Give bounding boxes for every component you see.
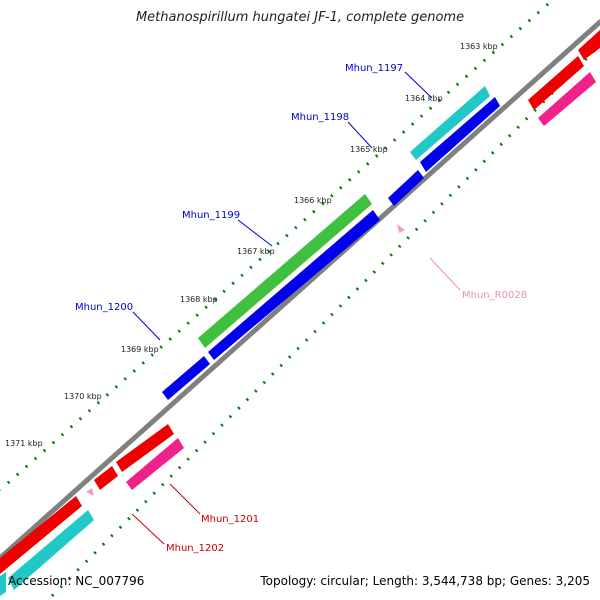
gene-mhun-1197-cds[interactable] [420,97,500,172]
leader-mhun-1200 [132,311,161,341]
inner-ruler-dots [46,48,597,600]
leader-mhun-1197 [404,71,433,99]
label-mhun-r0028[interactable]: Mhun_R0028 [462,290,527,301]
leader-mhun-1198 [347,121,373,149]
gene-mhun-1199-green[interactable] [198,194,372,348]
gene-mhun-1201-red[interactable] [116,424,174,472]
label-mhun-1197[interactable]: Mhun_1197 [345,63,403,74]
label-mhun-1199[interactable]: Mhun_1199 [182,210,240,221]
scale-label: 1367 kbp [237,247,275,256]
genome-info-text: Topology: circular; Length: 3,544,738 bp… [260,574,590,588]
scale-label: 1368 kbp [180,295,218,304]
gene-mhun-r0028-rna[interactable] [397,224,405,233]
gene-bottom-left-cyan[interactable] [8,510,94,590]
label-mhun-1202[interactable]: Mhun_1202 [166,543,224,554]
genome-backbone [0,19,600,561]
gene-mhun-1198-cds[interactable] [388,170,424,206]
gene-bottom-left-red[interactable] [0,496,82,574]
label-mhun-1198[interactable]: Mhun_1198 [291,112,349,123]
leader-mhun-1199 [237,219,273,247]
gene-small-rna-marker[interactable] [86,488,94,496]
gene-top-right-pink[interactable] [538,72,596,126]
gene-mhun-1200-cds[interactable] [162,356,210,400]
label-mhun-1201[interactable]: Mhun_1201 [201,514,259,525]
gene-bottom-left-cyan-2[interactable] [0,572,6,596]
scale-label: 1363 kbp [460,42,498,51]
label-mhun-1200[interactable]: Mhun_1200 [75,302,133,313]
scale-label: 1364 kbp [405,94,443,103]
scale-label: 1365 kbp [350,145,388,154]
gene-mhun-1197-cyan[interactable] [410,86,490,160]
scale-label: 1370 kbp [64,392,102,401]
leader-mhun-r0028 [429,257,461,291]
accession-text: Accession: NC_007796 [8,574,145,588]
scale-label: 1369 kbp [121,345,159,354]
leader-mhun-1202 [131,513,165,545]
scale-label: 1366 kbp [294,196,332,205]
map-title: Methanospirillum hungatei JF-1, complete… [135,10,465,25]
gene-mhun-1202-red[interactable] [94,466,118,490]
gene-top-right-red-2[interactable] [578,30,600,60]
scale-label: 1371 kbp [5,439,43,448]
gene-top-right-red[interactable] [528,56,584,110]
gene-mhun-1201-pink[interactable] [126,438,184,490]
leader-mhun-1201 [169,483,201,515]
gene-mhun-1199-cds[interactable] [208,210,380,360]
